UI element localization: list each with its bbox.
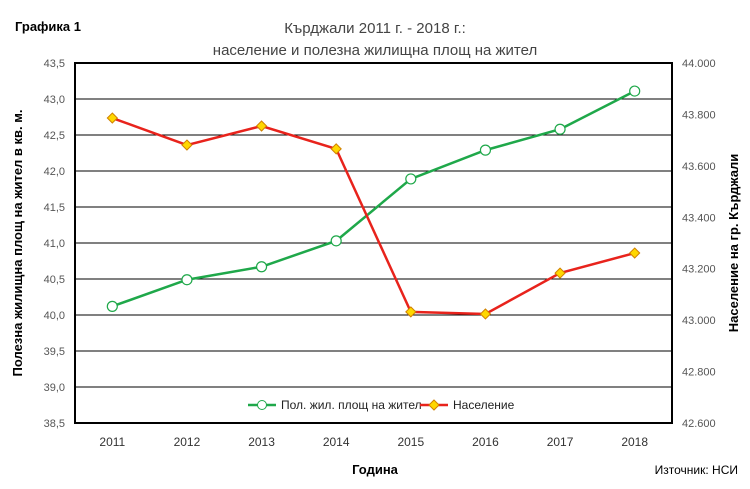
data-point (330, 235, 342, 247)
x-tick-label: 2012 (174, 435, 201, 449)
y-tick-label: 41,5 (44, 202, 65, 214)
source-note: Източник: НСИ (655, 463, 738, 477)
series-line-1 (111, 116, 636, 316)
y2-tick-label: 42.600 (682, 418, 716, 430)
legend-marker (428, 399, 440, 411)
y-tick-label: 38,5 (44, 418, 65, 430)
y-tick-label: 43,5 (44, 58, 65, 70)
y-tick-label: 41,0 (44, 238, 65, 250)
plot-area (74, 62, 673, 424)
y-tick-label: 40,5 (44, 274, 65, 286)
x-tick-label: 2015 (397, 435, 424, 449)
data-point (554, 123, 566, 135)
data-point (106, 112, 119, 124)
legend-marker (257, 400, 267, 410)
data-point (628, 247, 641, 259)
data-point (405, 173, 417, 185)
y-tick-label: 39,5 (44, 346, 65, 358)
y2-tick-label: 42.800 (682, 367, 716, 379)
data-point (330, 143, 342, 155)
data-point (181, 139, 193, 151)
x-tick-label: 2017 (547, 435, 574, 449)
series-line-0 (111, 89, 636, 308)
legend-label: Пол. жил. площ на жител (281, 398, 422, 412)
x-tick-label: 2018 (621, 435, 648, 449)
y-tick-label: 42,5 (44, 130, 65, 142)
x-tick-label: 2013 (248, 435, 275, 449)
chart-title: Кърджали 2011 г. - 2018 г.: (284, 20, 466, 37)
chart-subtitle: население и полезна жилищна площ на жите… (213, 42, 537, 59)
y2-tick-label: 43.000 (682, 315, 716, 327)
data-point (255, 261, 268, 273)
data-point (479, 308, 492, 320)
y2-tick-label: 43.200 (682, 264, 716, 276)
x-axis-label: Година (352, 462, 399, 477)
x-tick-label: 2014 (323, 435, 350, 449)
x-tick-label: 2016 (472, 435, 499, 449)
y-axis-label: Полезна жилищна площ на жител в кв. м. (10, 110, 25, 377)
data-point (554, 267, 566, 279)
y2-axis-label: Население на гр. Кърджали (726, 154, 741, 333)
y2-tick-label: 43.400 (682, 212, 716, 224)
y2-tick-label: 43.600 (682, 161, 716, 173)
y-tick-label: 43,0 (44, 94, 65, 106)
data-point (106, 300, 118, 312)
y-tick-label: 39,0 (44, 382, 65, 394)
data-point (405, 306, 417, 318)
data-point (181, 274, 193, 286)
y-tick-label: 42,0 (44, 166, 65, 178)
figure-label: Графика 1 (15, 19, 81, 34)
y2-tick-label: 44.000 (682, 58, 716, 70)
y2-tick-label: 43.800 (682, 109, 716, 121)
y-tick-label: 40,0 (44, 310, 65, 322)
legend-label: Население (453, 398, 515, 412)
data-point (255, 120, 268, 132)
data-point (479, 144, 492, 156)
x-tick-label: 2011 (99, 435, 125, 449)
data-point (629, 85, 641, 97)
